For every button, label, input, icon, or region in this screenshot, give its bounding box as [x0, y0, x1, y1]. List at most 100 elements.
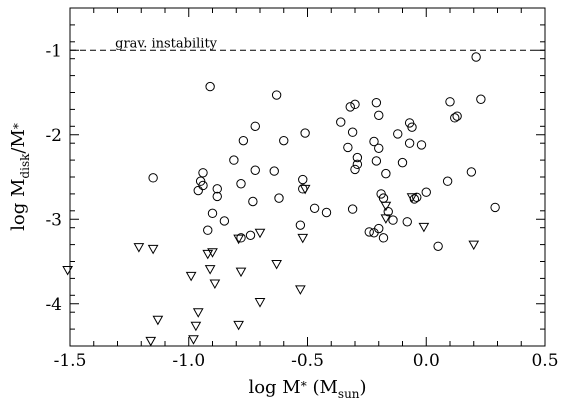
- triangle-marker: [188, 335, 199, 345]
- triangle-marker: [468, 240, 480, 251]
- circle-marker: [250, 165, 260, 175]
- circle-marker: [345, 102, 355, 112]
- circle-marker: [445, 97, 455, 107]
- circle-marker: [352, 152, 363, 163]
- circle-marker: [198, 168, 208, 178]
- circle-marker: [442, 176, 453, 186]
- triangle-marker: [152, 315, 164, 326]
- circle-marker: [364, 227, 374, 237]
- circle-marker: [148, 173, 158, 183]
- circle-marker: [336, 117, 346, 127]
- circle-marker: [250, 121, 260, 132]
- circle-marker: [371, 156, 382, 166]
- triangle-marker: [235, 267, 247, 278]
- triangle-marker: [406, 193, 418, 203]
- triangle-marker: [233, 234, 244, 245]
- plot-area: [62, 7, 546, 347]
- circle-marker: [212, 191, 222, 202]
- circle-marker: [471, 52, 481, 62]
- circle-marker: [238, 135, 249, 146]
- circle-marker: [347, 127, 358, 137]
- x-tick-label: -1.5: [54, 351, 87, 371]
- circle-marker: [236, 233, 246, 243]
- circle-marker: [404, 138, 415, 148]
- circle-marker: [350, 164, 360, 175]
- triangle-marker: [202, 249, 214, 260]
- circle-marker: [421, 187, 431, 197]
- circle-marker: [383, 206, 393, 217]
- circle-marker: [490, 202, 500, 213]
- triangle-marker: [233, 320, 244, 331]
- circle-marker: [416, 140, 427, 150]
- y-tick-label: -3: [45, 210, 62, 230]
- x-axis-title-unit-open: (M: [307, 377, 338, 398]
- y-axis-title-sub2: *: [11, 123, 25, 129]
- triangle-marker: [299, 184, 311, 195]
- circle-marker: [269, 166, 279, 176]
- triangle-marker: [204, 265, 216, 275]
- circle-marker: [412, 192, 422, 202]
- x-axis-title-unit-sub: sun: [338, 387, 360, 400]
- circle-marker: [369, 228, 379, 238]
- circle-marker: [309, 203, 320, 213]
- triangle-marker: [271, 260, 282, 270]
- circle-marker: [378, 233, 389, 243]
- circle-marker: [393, 129, 403, 139]
- circle-marker: [374, 143, 384, 153]
- triangle-marker: [185, 271, 197, 282]
- circle-marker: [350, 99, 360, 110]
- circle-marker: [433, 241, 443, 251]
- data-markers: [62, 52, 500, 347]
- triangle-marker: [418, 222, 430, 233]
- circle-marker: [274, 193, 284, 203]
- triangle-marker: [145, 336, 157, 347]
- axis-ticks: [69, 7, 546, 347]
- circle-marker: [343, 142, 353, 153]
- x-axis-title-sub: *: [301, 379, 307, 393]
- circle-marker: [248, 196, 258, 207]
- circle-marker: [193, 185, 203, 196]
- y-axis-title-main: log M: [8, 179, 29, 231]
- grav-instability-label: grav. instability: [115, 36, 218, 51]
- y-tick-label: -4: [45, 295, 62, 315]
- circle-marker: [409, 194, 420, 204]
- plot-frame: [69, 7, 546, 347]
- triangle-marker: [209, 279, 221, 289]
- x-axis-title-unit-close: ): [360, 377, 367, 398]
- circle-marker: [279, 135, 289, 146]
- circle-marker: [298, 184, 308, 194]
- triangle-marker: [192, 308, 204, 318]
- circle-marker: [407, 122, 417, 132]
- x-tick-label: -0.5: [291, 351, 324, 371]
- circle-marker: [205, 81, 215, 92]
- circle-marker: [388, 215, 398, 225]
- circle-marker: [207, 208, 218, 219]
- circle-marker: [452, 111, 462, 121]
- circle-marker: [381, 168, 391, 179]
- y-axis-title-rest: /M: [8, 129, 29, 154]
- x-axis-title: log M* (Msun): [248, 377, 366, 400]
- y-tick-label: -2: [45, 126, 62, 146]
- triangle-marker: [295, 285, 306, 295]
- triangle-marker: [380, 214, 392, 224]
- triangle-marker: [190, 321, 202, 332]
- triangle-marker: [62, 265, 73, 276]
- circle-marker: [369, 136, 379, 147]
- triangle-marker: [147, 244, 159, 255]
- triangle-marker: [380, 201, 392, 212]
- circle-marker: [476, 94, 486, 104]
- x-tick-label: 0.5: [531, 351, 558, 371]
- y-axis-title: log Mdisk/M*: [8, 123, 32, 231]
- circle-marker: [219, 216, 230, 226]
- circle-marker: [295, 220, 306, 230]
- circle-marker: [236, 179, 246, 189]
- x-axis-title-main: log M: [248, 377, 300, 398]
- triangle-marker: [207, 248, 218, 258]
- circle-marker: [298, 174, 308, 185]
- circle-marker: [321, 207, 332, 218]
- triangle-marker: [254, 228, 266, 239]
- x-tick-label: 0.0: [413, 351, 440, 371]
- y-tick-label: -1: [45, 41, 62, 61]
- circle-marker: [198, 180, 208, 191]
- circle-marker: [271, 90, 282, 100]
